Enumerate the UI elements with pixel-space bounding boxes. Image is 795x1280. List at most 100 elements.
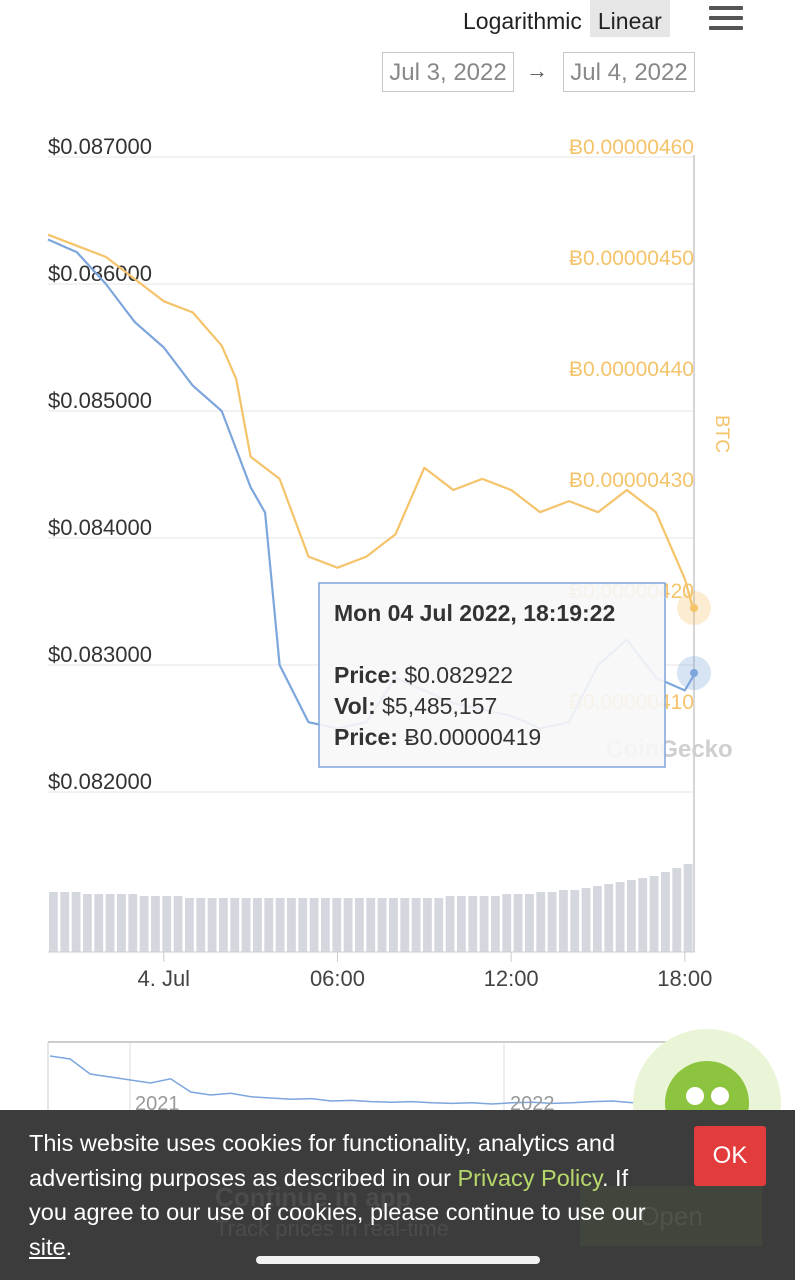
x-axis-tick: 18:00: [657, 966, 712, 991]
left-axis-tick: $0.085000: [48, 388, 152, 413]
scale-toggle: Logarithmic Linear: [455, 0, 670, 44]
volume-bar: [298, 898, 308, 952]
navigator-line: [49, 1055, 693, 1105]
volume-bar: [502, 894, 512, 952]
volume-bar: [264, 898, 274, 952]
cookie-text-part: This website uses cookies for functional…: [29, 1130, 616, 1191]
right-axis-label: BTC: [711, 415, 732, 453]
gecko-eye-icon: [686, 1087, 704, 1105]
tooltip-price-label: Price:: [334, 662, 398, 688]
volume-bar: [627, 880, 636, 952]
volume-bar: [332, 898, 342, 952]
volume-bar: [49, 892, 58, 952]
app-banner-title: Continue in app: [215, 1182, 412, 1212]
tooltip-btc-value: Ƀ0.00000419: [404, 724, 541, 750]
volume-bar: [162, 896, 172, 952]
tooltip: Mon 04 Jul 2022, 18:19:22 Price: $0.0829…: [318, 582, 666, 768]
volume-bar: [207, 898, 217, 952]
volume-bar: [94, 894, 104, 952]
hamburger-icon[interactable]: [709, 6, 743, 30]
left-axis-tick: $0.082000: [48, 769, 152, 794]
volume-bar: [536, 892, 546, 952]
volume-bar: [241, 898, 251, 952]
svg-text:Price: Ƀ0.00000419: Price: Ƀ0.00000419: [334, 724, 541, 750]
price-hover-point: [690, 669, 698, 677]
btc-hover-point: [690, 604, 698, 612]
volume-bar: [479, 896, 489, 952]
svg-text:Vol: $5,485,157: Vol: $5,485,157: [334, 693, 497, 719]
volume-bar: [672, 868, 682, 952]
x-axis-tick: 4. Jul: [137, 966, 190, 991]
app-banner-open-button[interactable]: Open: [580, 1186, 762, 1246]
volume-bar: [275, 898, 285, 952]
volume-bar: [615, 882, 625, 952]
right-axis-tick: Ƀ0.00000450: [569, 247, 694, 270]
volume-bar: [128, 894, 138, 952]
volume-bar: [593, 886, 602, 952]
left-axis-tick: $0.084000: [48, 515, 152, 540]
volume-bar: [457, 896, 466, 952]
right-axis-tick: Ƀ0.00000440: [569, 358, 694, 381]
x-axis-tick: 12:00: [484, 966, 539, 991]
tooltip-btc-label: Price:: [334, 724, 398, 750]
volume-bar: [513, 894, 523, 952]
volume-bar: [661, 872, 670, 952]
volume-bar: [581, 888, 591, 952]
volume-bar: [343, 898, 353, 952]
start-date-input[interactable]: Jul 3, 2022: [382, 52, 514, 92]
volume-bar: [309, 898, 319, 952]
volume-bar: [366, 898, 376, 952]
privacy-policy-link[interactable]: Privacy Policy: [457, 1164, 602, 1191]
volume-bar: [445, 896, 455, 952]
end-date-input[interactable]: Jul 4, 2022: [563, 52, 695, 92]
left-axis-tick: $0.083000: [48, 642, 152, 667]
volume-bar: [491, 896, 500, 952]
volume-bar: [219, 898, 228, 952]
volume-bar: [196, 898, 206, 952]
volume-bar: [253, 898, 262, 952]
volume-bar: [559, 890, 568, 952]
volume-bar: [434, 898, 444, 952]
logarithmic-button[interactable]: Logarithmic: [463, 8, 582, 34]
volume-bar: [411, 898, 421, 952]
cookie-message: This website uses cookies for functional…: [29, 1126, 669, 1264]
volume-bar: [139, 896, 149, 952]
right-axis-tick: Ƀ0.00000430: [569, 469, 694, 492]
volume-bar: [683, 864, 693, 952]
cookie-banner: Continue in app Track prices in real-tim…: [0, 1110, 795, 1280]
cookie-ok-button[interactable]: OK: [694, 1126, 766, 1186]
volume-bar: [185, 898, 194, 952]
volume-bar: [60, 892, 70, 952]
volume-bar: [423, 898, 432, 952]
volume-bar: [230, 898, 240, 952]
volume-bar: [151, 896, 160, 952]
volume-bar: [570, 890, 580, 952]
volume-bar: [83, 894, 92, 952]
left-axis-tick: $0.087000: [48, 134, 152, 159]
tooltip-price-value: $0.082922: [404, 662, 513, 688]
volume-bar: [649, 876, 659, 952]
tooltip-vol-label: Vol:: [334, 693, 376, 719]
home-indicator: [256, 1256, 540, 1264]
arrow-right-icon: →: [526, 58, 548, 83]
cookie-text-part: .: [65, 1233, 73, 1260]
linear-button[interactable]: Linear: [589, 0, 670, 37]
tooltip-vol-value: $5,485,157: [382, 693, 497, 719]
series-line-btc: [47, 233, 696, 613]
volume-bar: [468, 896, 478, 952]
volume-bar: [287, 898, 296, 952]
x-axis-tick: 06:00: [310, 966, 365, 991]
volume-bar: [604, 884, 614, 952]
site-link[interactable]: site: [29, 1233, 66, 1260]
app-banner-subtitle: Track prices in real-time: [215, 1216, 449, 1241]
volume-bar: [117, 894, 126, 952]
navigator[interactable]: 2021 2022: [47, 1029, 781, 1110]
volume-bar: [389, 898, 398, 952]
svg-text:Price: $0.082922: Price: $0.082922: [334, 662, 513, 688]
volume-bar: [547, 892, 557, 952]
volume-bar: [355, 898, 364, 952]
price-chart: $0.087000 $0.086000 $0.085000 $0.084000 $0.0…: [47, 134, 781, 1110]
volume-bar: [377, 898, 387, 952]
volume-bar: [173, 896, 183, 952]
volume-bar: [638, 878, 648, 952]
